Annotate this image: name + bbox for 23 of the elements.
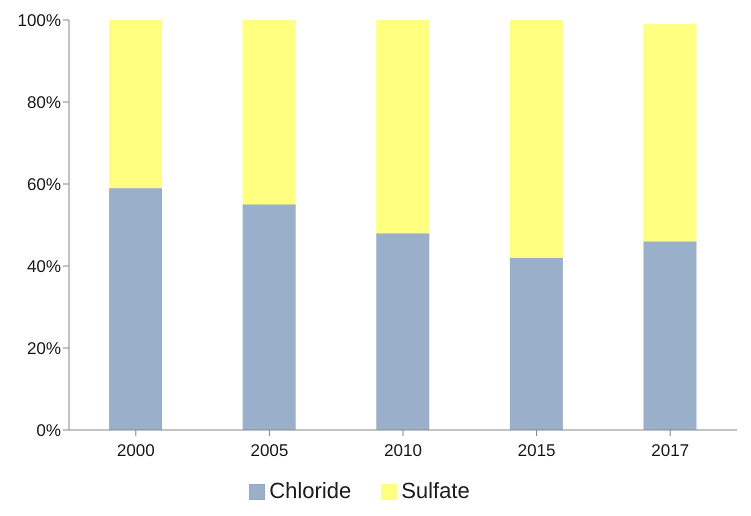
legend-label: Sulfate [401,478,470,503]
x-tick-label: 2017 [651,441,690,460]
x-tick-label: 2000 [116,441,155,460]
y-tick-label: 60% [26,175,61,194]
x-tick-label: 2005 [250,441,288,460]
y-tick-label: 80% [26,93,61,112]
x-tick-label: 2010 [384,441,422,460]
bar [109,188,162,430]
y-tick-label: 20% [26,339,61,358]
bar [242,204,296,430]
y-tick-label: 40% [26,257,61,276]
y-tick-label: 0% [36,421,61,440]
bar [643,241,696,430]
legend-label: Chloride [269,478,352,503]
bar [510,20,563,258]
bar [510,258,563,430]
y-tick-label: 100% [18,11,61,30]
bar [109,20,162,188]
bar [643,24,696,242]
bar [376,233,430,430]
x-tick-label: 2015 [518,441,556,460]
bar [376,20,430,234]
bar [242,20,296,204]
